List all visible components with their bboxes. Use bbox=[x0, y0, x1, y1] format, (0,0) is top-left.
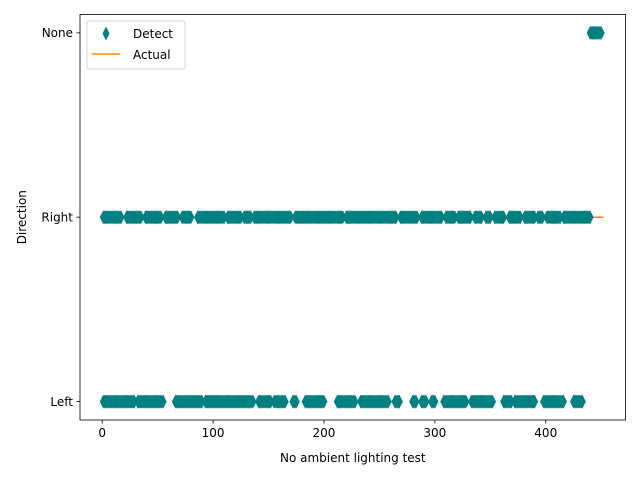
x-tick-label: 300 bbox=[423, 426, 446, 440]
marks-layer bbox=[99, 25, 605, 409]
detect-point bbox=[117, 210, 125, 225]
y-tick-label: Left bbox=[50, 395, 73, 409]
x-tick-label: 200 bbox=[313, 426, 336, 440]
detect-point bbox=[159, 394, 167, 409]
detect-point bbox=[597, 25, 605, 40]
x-tick-label: 100 bbox=[202, 426, 225, 440]
detect-point bbox=[137, 210, 145, 225]
detect-point bbox=[500, 210, 508, 225]
detect-point bbox=[249, 394, 257, 409]
detect-point bbox=[516, 210, 524, 225]
detect-point bbox=[489, 394, 497, 409]
detect-point bbox=[486, 210, 494, 225]
detect-point bbox=[438, 210, 446, 225]
detect-point bbox=[412, 394, 420, 409]
detect-point bbox=[174, 210, 182, 225]
legend-detect-label: Detect bbox=[133, 27, 173, 41]
detect-point bbox=[320, 394, 328, 409]
detect-point bbox=[292, 394, 300, 409]
detect-point bbox=[384, 394, 392, 409]
detect-point bbox=[413, 210, 421, 225]
detect-point bbox=[422, 394, 430, 409]
detect-point bbox=[281, 394, 289, 409]
y-tick-label: None bbox=[42, 26, 73, 40]
x-axis: 0 100 200 300 400 bbox=[98, 420, 557, 440]
legend-box bbox=[86, 20, 186, 70]
detect-point bbox=[187, 210, 195, 225]
y-axis-label: Direction bbox=[15, 190, 29, 244]
detect-point bbox=[157, 210, 165, 225]
y-axis: Left Right None bbox=[41, 26, 80, 409]
x-tick-label: 400 bbox=[534, 426, 557, 440]
legend-detect-marker bbox=[102, 26, 110, 41]
y-tick-label: Right bbox=[41, 211, 73, 225]
detect-point bbox=[466, 210, 474, 225]
detect-point bbox=[392, 210, 400, 225]
legend-actual-label: Actual bbox=[133, 48, 171, 62]
detect-point bbox=[431, 394, 439, 409]
detect-point bbox=[538, 210, 546, 225]
detect-point bbox=[351, 394, 359, 409]
detect-point bbox=[531, 394, 539, 409]
detect-point bbox=[586, 210, 594, 225]
x-axis-label: No ambient lighting test bbox=[280, 451, 426, 465]
detect-point bbox=[287, 210, 295, 225]
legend: Detect Actual bbox=[86, 20, 186, 70]
detect-point bbox=[462, 394, 470, 409]
detect-point bbox=[559, 394, 567, 409]
detect-point bbox=[578, 394, 586, 409]
detect-point bbox=[477, 210, 485, 225]
x-tick-label: 0 bbox=[98, 426, 106, 440]
detect-point bbox=[395, 394, 403, 409]
